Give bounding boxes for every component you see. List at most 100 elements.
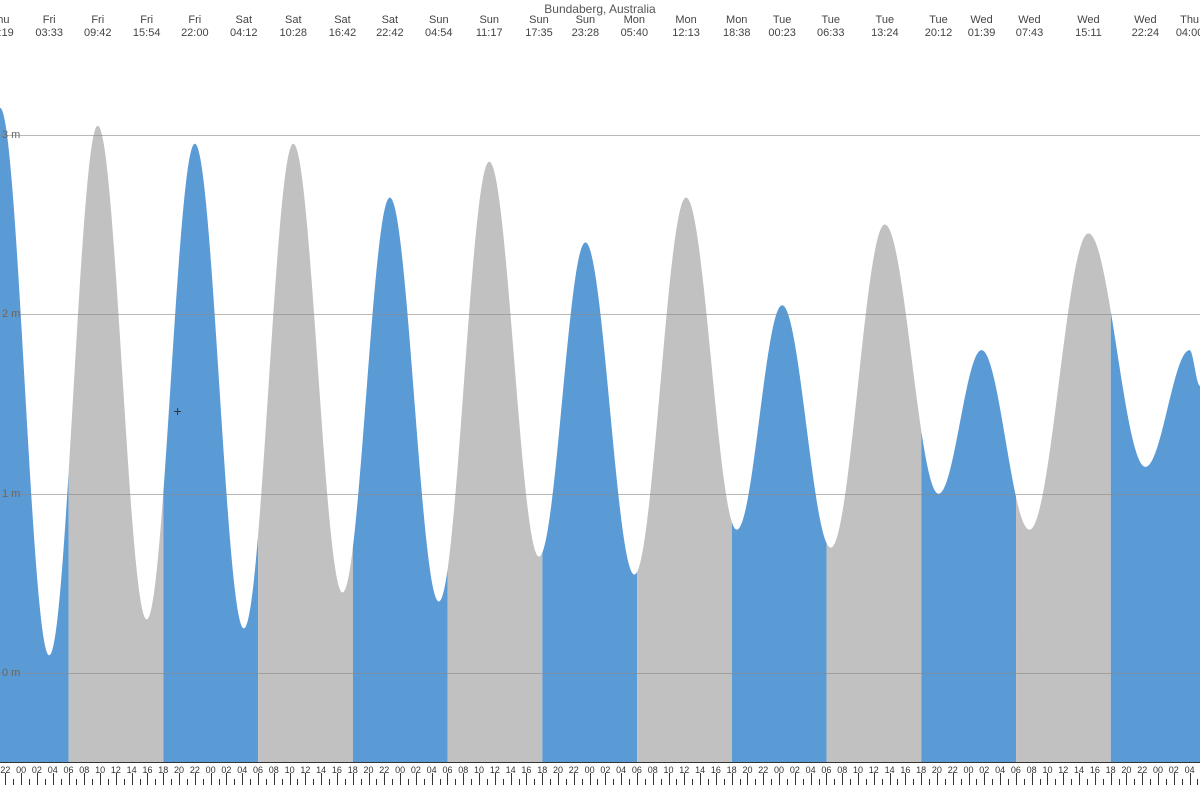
x-tick-minor <box>455 779 456 785</box>
x-tick-label: 16 <box>521 765 531 775</box>
x-tick-label: 06 <box>64 765 74 775</box>
header-time: 18:38 <box>712 27 762 40</box>
x-tick-label: 00 <box>964 765 974 775</box>
x-tick-label: 14 <box>1074 765 1084 775</box>
header-day: Sat <box>365 14 415 27</box>
x-tick-minor <box>676 779 677 785</box>
x-tick-minor <box>897 779 898 785</box>
x-tick-minor <box>882 779 883 785</box>
x-tick-label: 12 <box>490 765 500 775</box>
x-tick-label: 16 <box>142 765 152 775</box>
x-tick-label: 08 <box>269 765 279 775</box>
time-header-item: Fri22:00 <box>170 14 220 40</box>
tide-segment-day <box>637 198 732 763</box>
y-axis-label: 3 m <box>2 129 20 141</box>
x-tick-minor <box>819 779 820 785</box>
plot-area[interactable]: 0 m1 m2 m3 m2200020406081012141618202200… <box>0 45 1200 785</box>
x-tick-minor <box>408 779 409 785</box>
x-axis: 22 00 02 04 06 08 10 12 14 16 18 20 22 00 02 04 06 08 10 12… <box>0 762 1200 785</box>
x-tick-label: 04 <box>48 765 58 775</box>
x-tick-label: 22 <box>379 765 389 775</box>
x-tick-label: 02 <box>221 765 231 775</box>
x-tick-minor <box>692 779 693 785</box>
time-header-item: Fri09:42 <box>73 14 123 40</box>
x-tick-label: 02 <box>979 765 989 775</box>
x-tick-minor <box>755 779 756 785</box>
tide-segment-night <box>0 108 69 763</box>
x-tick-label: 10 <box>853 765 863 775</box>
x-tick-minor <box>376 779 377 785</box>
header-day: Fri <box>24 14 74 27</box>
header-day: Sun <box>560 14 610 27</box>
x-tick-minor <box>392 779 393 785</box>
x-tick-minor <box>961 779 962 785</box>
x-tick-label: 18 <box>158 765 168 775</box>
x-tick-minor <box>866 779 867 785</box>
x-tick-minor <box>76 779 77 785</box>
x-tick-label: 00 <box>395 765 405 775</box>
x-tick-label: 18 <box>1106 765 1116 775</box>
x-tick-minor <box>234 779 235 785</box>
header-day: Sun <box>414 14 464 27</box>
x-tick-label: 08 <box>1027 765 1037 775</box>
x-tick-label: 02 <box>790 765 800 775</box>
x-tick-label: 20 <box>742 765 752 775</box>
x-tick-label: 10 <box>95 765 105 775</box>
header-time: 10:28 <box>268 27 318 40</box>
x-tick-label: 22 <box>948 765 958 775</box>
header-day: Wed <box>1063 14 1113 27</box>
x-tick-label: 22 <box>758 765 768 775</box>
header-day: Wed <box>957 14 1007 27</box>
x-tick-minor <box>92 779 93 785</box>
x-tick-label: 18 <box>348 765 358 775</box>
x-tick-minor <box>140 779 141 785</box>
x-tick-minor <box>1150 779 1151 785</box>
header-time: 04:54 <box>414 27 464 40</box>
header-time: 01:39 <box>957 27 1007 40</box>
x-tick-minor <box>1166 779 1167 785</box>
x-tick-minor <box>740 779 741 785</box>
header-time: 21:19 <box>0 27 25 40</box>
header-day: Mon <box>661 14 711 27</box>
header-day: Fri <box>122 14 172 27</box>
x-tick-label: 16 <box>1090 765 1100 775</box>
x-tick-minor <box>1040 779 1041 785</box>
x-tick-minor <box>661 779 662 785</box>
x-tick-minor <box>1071 779 1072 785</box>
x-tick-minor <box>1197 779 1198 785</box>
header-time: 04:00 <box>1165 27 1200 40</box>
x-tick-label: 12 <box>300 765 310 775</box>
x-tick-minor <box>1024 779 1025 785</box>
time-header-item: Wed01:39 <box>957 14 1007 40</box>
header-time: 22:42 <box>365 27 415 40</box>
time-header-item: Sun23:28 <box>560 14 610 40</box>
time-header-item: Fri15:54 <box>122 14 172 40</box>
x-tick-minor <box>345 779 346 785</box>
time-header-item: Mon12:13 <box>661 14 711 40</box>
y-axis-label: 2 m <box>2 308 20 320</box>
time-header-item: Sun11:17 <box>464 14 514 40</box>
header-time: 03:33 <box>24 27 74 40</box>
x-tick-minor <box>787 779 788 785</box>
x-tick-minor <box>29 779 30 785</box>
x-tick-minor <box>487 779 488 785</box>
x-tick-label: 10 <box>664 765 674 775</box>
x-tick-minor <box>1182 779 1183 785</box>
x-tick-minor <box>613 779 614 785</box>
x-tick-minor <box>803 779 804 785</box>
x-tick-label: 14 <box>506 765 516 775</box>
x-tick-minor <box>834 779 835 785</box>
x-tick-label: 20 <box>174 765 184 775</box>
header-time: 17:35 <box>514 27 564 40</box>
x-tick-label: 00 <box>774 765 784 775</box>
x-tick-minor <box>203 779 204 785</box>
x-tick-label: 04 <box>1185 765 1195 775</box>
x-tick-label: 04 <box>616 765 626 775</box>
time-header-item: Tue06:33 <box>806 14 856 40</box>
x-tick-minor <box>1103 779 1104 785</box>
x-tick-label: 18 <box>727 765 737 775</box>
x-tick-minor <box>155 779 156 785</box>
x-tick-label: 18 <box>916 765 926 775</box>
x-tick-minor <box>929 779 930 785</box>
x-tick-label: 06 <box>253 765 263 775</box>
